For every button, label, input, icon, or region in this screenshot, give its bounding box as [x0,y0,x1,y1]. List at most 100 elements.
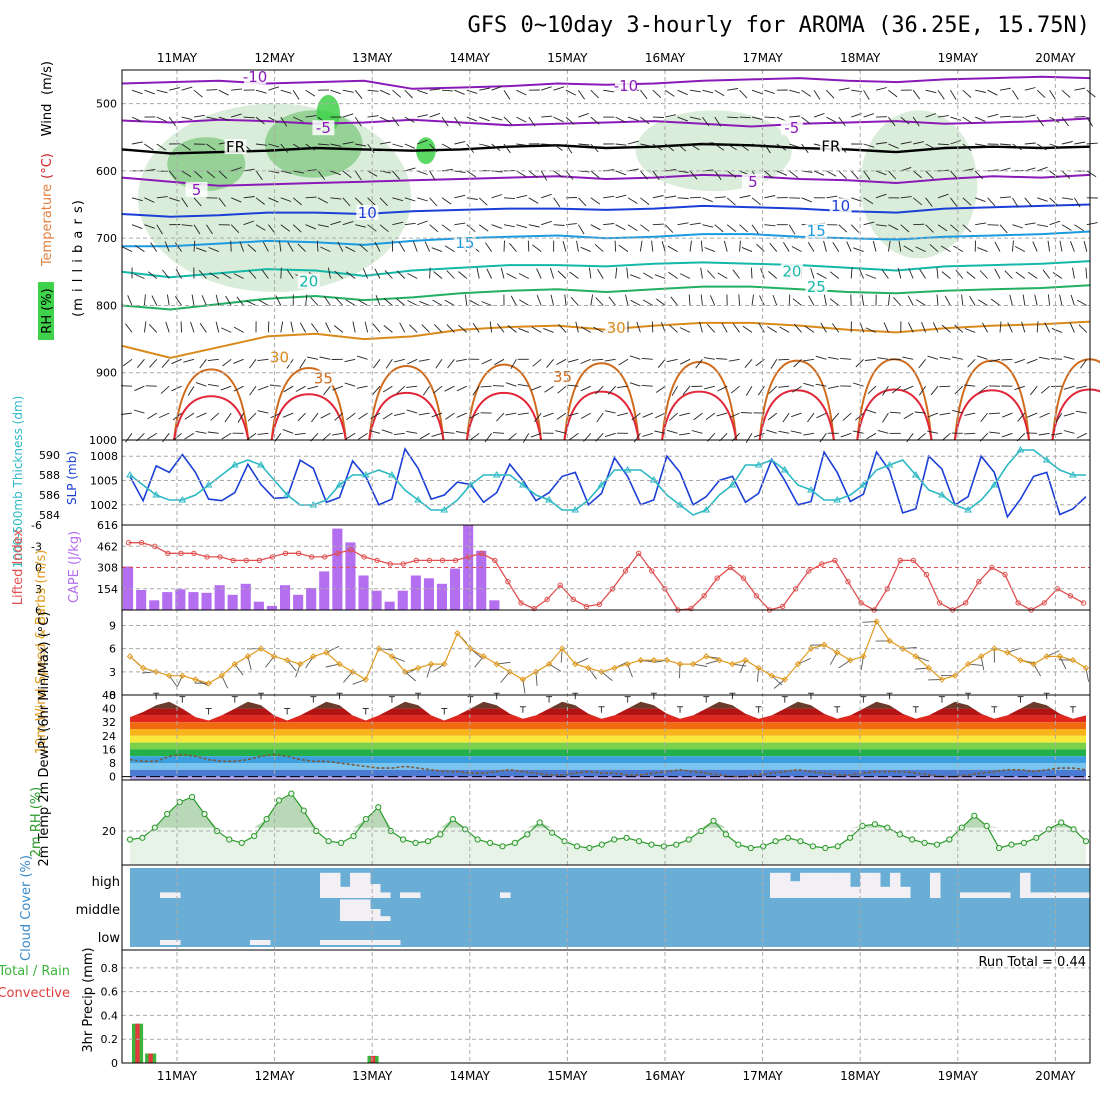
cloud-axis-label: Cloud Cover (%) [19,855,34,961]
wind-barb [990,298,1001,306]
wind-barb [576,240,579,252]
cape-bar [397,590,408,610]
wind-barb [1050,358,1063,360]
rh-marker [151,824,158,831]
wind-barb [536,268,542,279]
wind-barb [1070,241,1075,252]
wind-barb [134,385,145,392]
wind-barb [522,433,530,443]
wind-speed-marker [323,649,330,656]
lifted-index-marker [374,557,380,564]
wind-speed-marker [572,660,579,668]
cape-bar [201,592,212,610]
wind-barb [962,89,972,98]
isotherm-label: 20 [782,262,801,280]
wind-barb [578,143,590,146]
wind-speed-marker [126,653,134,660]
wind-barb [491,143,501,152]
wind-barb [516,224,528,229]
wind-barb [369,430,381,434]
wind-barb [987,113,999,118]
wind-barb [190,321,195,333]
wind-barb [875,170,887,176]
lifted-index-marker [138,540,145,546]
lifted-index-marker [936,600,943,606]
wind-barb [590,170,600,179]
wind-barb [161,359,170,368]
wind-speed-marker [729,660,736,668]
thickness-marker [204,481,213,488]
bottom-date-label: 16MAY [645,1069,686,1083]
cloud-cell-high [870,872,881,898]
rh-marker [847,834,854,841]
wind-barb [396,385,406,395]
wind-barb [916,299,926,306]
cloud-cell-high [970,892,981,898]
hot-isotherm-arch [758,359,835,441]
wind-barb [778,358,790,361]
wind-barb [578,224,585,235]
rh-marker [933,841,941,848]
wind-barb [255,143,267,146]
hot-isotherm-arch [173,395,250,441]
wind-barb [1036,143,1047,151]
wind-barb [840,357,852,360]
wind-barb [330,170,341,176]
wind-barb [121,412,133,415]
lifted-index-marker [492,557,498,564]
li-tick: -3 [31,540,42,553]
rh-marker [201,810,208,818]
wind-barb [689,222,701,226]
rh-marker [164,810,171,818]
wind-barb [726,197,736,206]
wind-barb [832,242,840,252]
wind-barb [305,224,316,230]
lifted-index-marker [1067,593,1074,599]
wind-speed-marker [139,664,147,672]
wind-barb [286,269,294,279]
wind-barb [121,246,133,253]
lifted-index-marker [989,564,995,571]
wind-barb [419,432,430,440]
wind-barb [900,166,912,172]
wind-barb [900,141,912,145]
wind-barb [863,143,875,148]
lifted-index-marker [1080,600,1087,606]
wind-barb [257,358,269,362]
wind-barb [417,170,428,175]
hot-isotherm-arch [173,368,250,441]
wind-barb [379,141,391,145]
wind-barb [393,358,405,363]
wind-barb [875,142,887,145]
wind-barb [1030,385,1038,396]
wind-barb [268,86,280,91]
thickness-marker [152,491,161,498]
wind-speed-marker [807,645,815,652]
wind-barb [999,143,1012,146]
lifted-index-marker [779,603,786,610]
isotherm-label: FR [821,137,840,155]
rh-marker [611,836,618,843]
wind-barb [875,224,887,227]
wind-barb [1037,224,1049,228]
rh-area [130,793,1086,865]
wind-barb [740,412,753,414]
wind-barb [702,224,714,228]
rh-marker [909,836,916,843]
wind-barb [1024,222,1036,226]
wind-barb [393,432,405,436]
wind-barb [679,412,691,417]
wind-barb [850,224,860,233]
wind-barb [1024,87,1036,91]
wind-barb [184,412,195,420]
wind-barb [404,143,416,149]
wind-barb [557,270,567,279]
wind-barb [877,429,889,434]
wind-barb [494,358,505,366]
wind-barb [816,412,827,419]
minmax-marker [991,706,998,713]
panel-bg-precip [122,950,1090,1063]
isotherm-label-bg [614,77,637,93]
wind-barb [218,89,229,96]
isotherm-label: -5 [784,119,799,137]
